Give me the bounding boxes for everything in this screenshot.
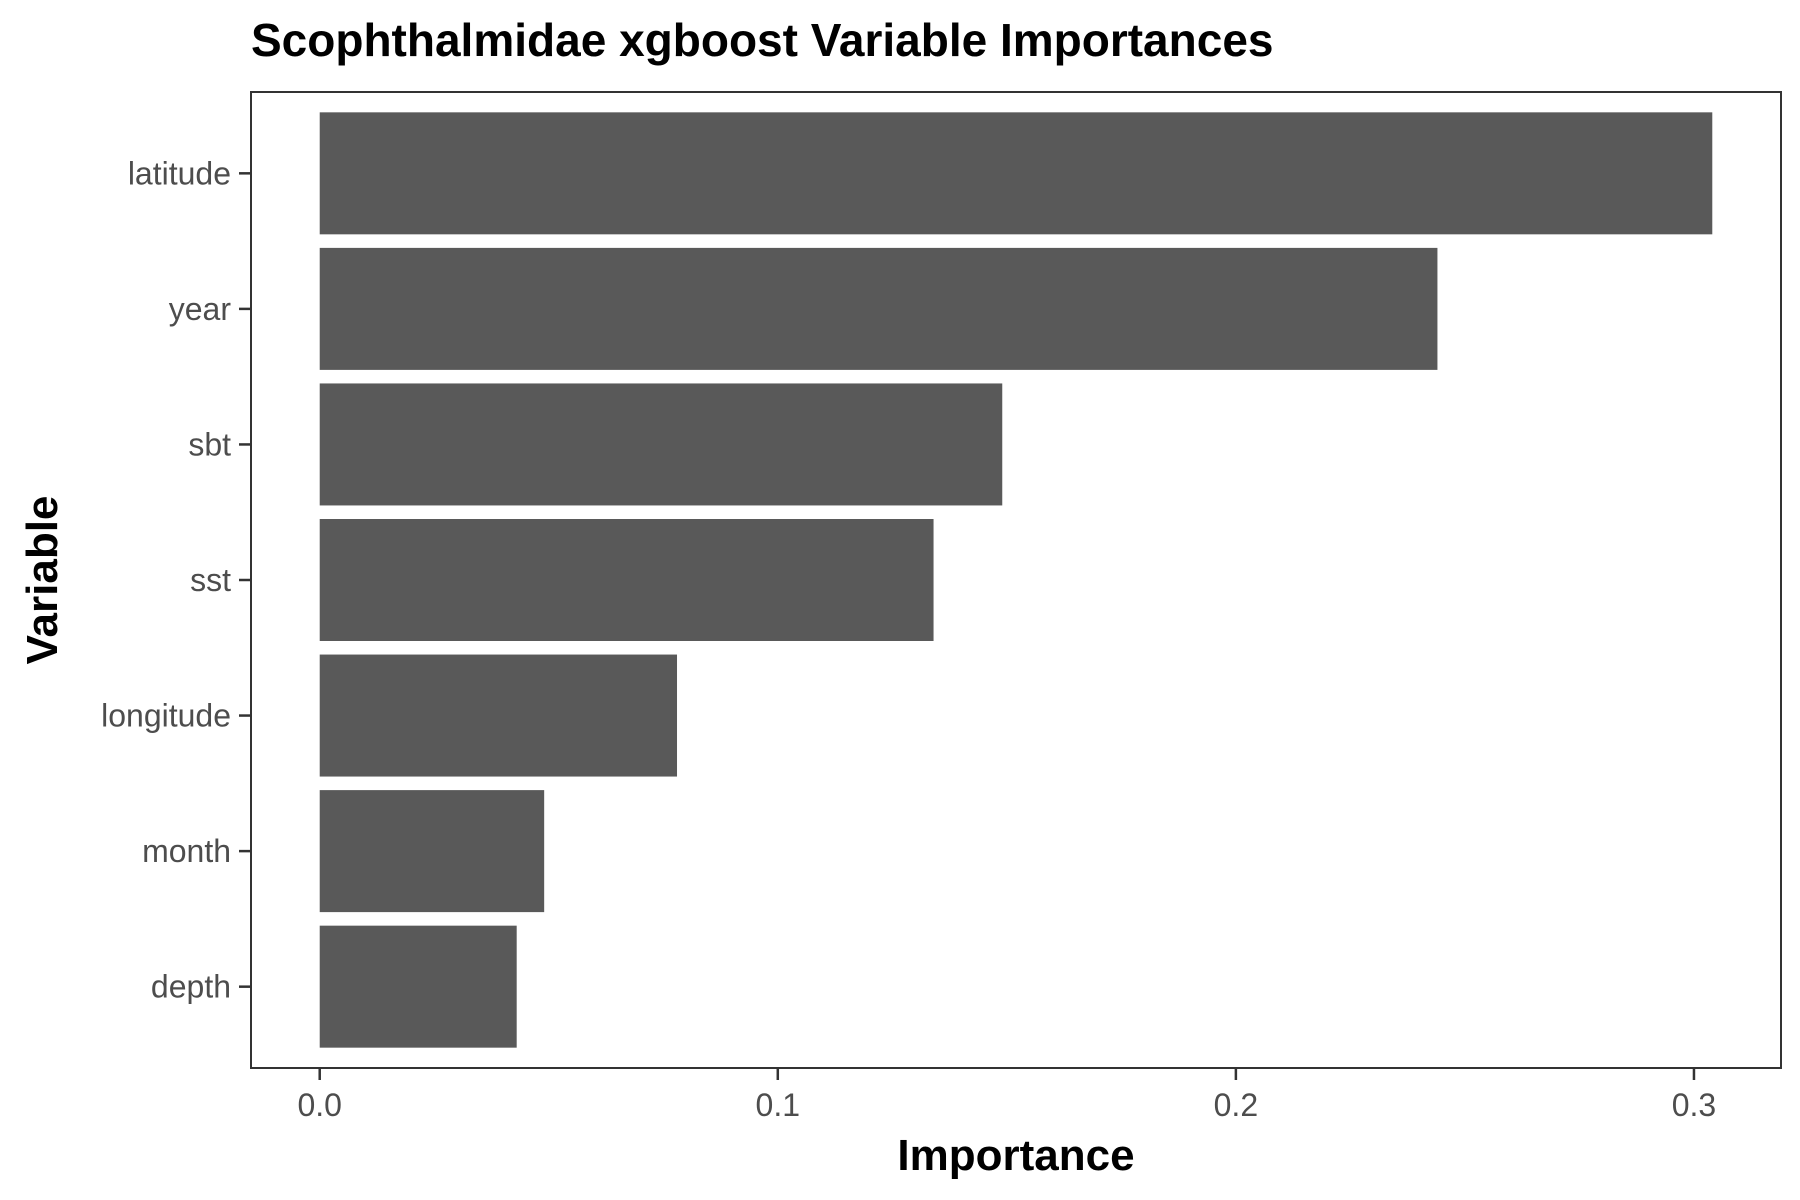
y-tick-label-sst: sst	[190, 562, 231, 598]
y-tick-label-longitude: longitude	[101, 698, 231, 734]
bar-sbt	[319, 383, 1003, 506]
bar-longitude	[319, 654, 678, 777]
bar-month	[319, 790, 545, 913]
y-tick-label-month: month	[142, 833, 231, 869]
x-tick-label-0.1: 0.1	[756, 1087, 800, 1123]
bars-layer	[319, 112, 1713, 1048]
x-axis: 0.0 0.1 0.2 0.3	[297, 1068, 1716, 1123]
y-tick-label-year: year	[169, 291, 232, 327]
x-tick-label-0.0: 0.0	[297, 1087, 341, 1123]
y-axis-title: Variable	[18, 496, 67, 665]
y-tick-label-depth: depth	[151, 969, 231, 1005]
bar-year	[319, 247, 1438, 370]
x-axis-title: Importance	[897, 1131, 1134, 1180]
x-tick-label-0.3: 0.3	[1672, 1087, 1716, 1123]
x-tick-label-0.2: 0.2	[1214, 1087, 1258, 1123]
y-axis: latitude year sbt sst longitude month depth	[101, 155, 251, 1005]
chart-title: Scophthalmidae xgboost Variable Importan…	[251, 14, 1274, 66]
bar-latitude	[319, 112, 1713, 235]
y-tick-label-latitude: latitude	[128, 155, 231, 191]
bar-depth	[319, 925, 517, 1048]
y-tick-label-sbt: sbt	[188, 426, 231, 462]
bar-sst	[319, 519, 934, 641]
